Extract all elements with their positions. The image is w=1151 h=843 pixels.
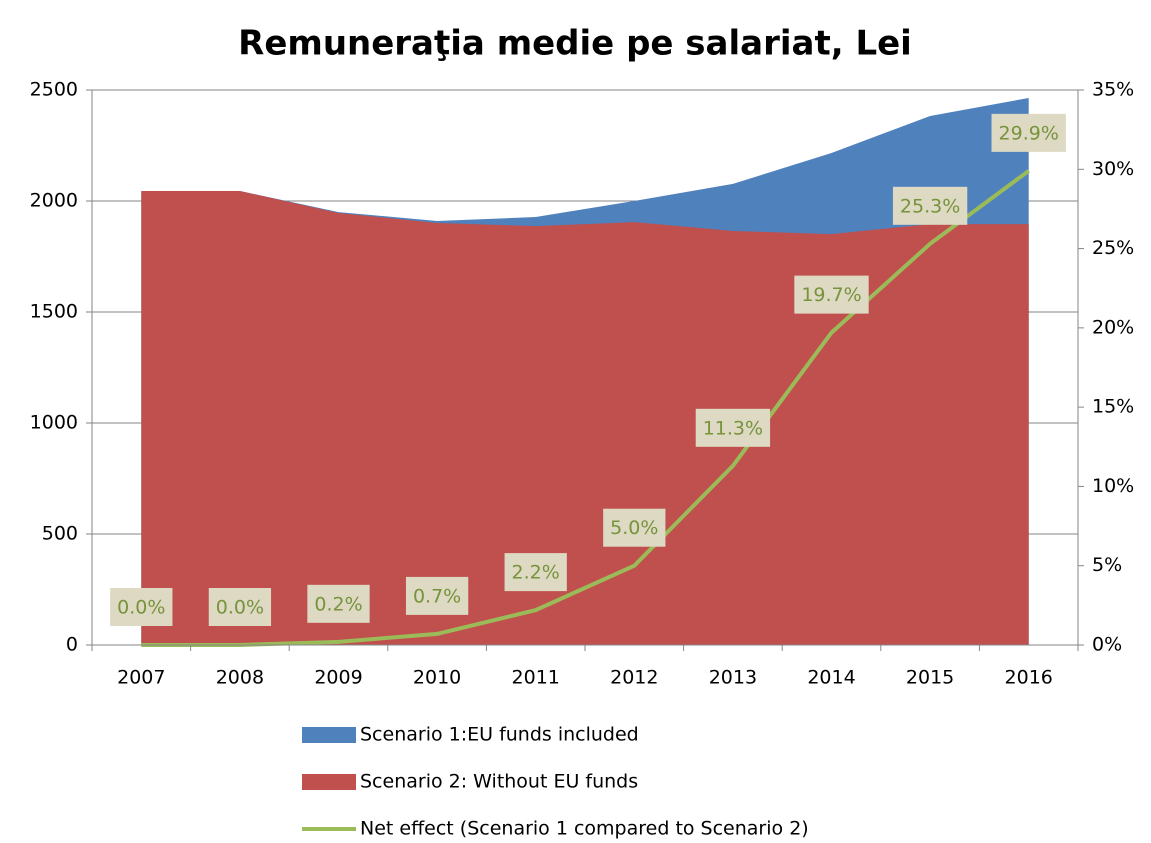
data-label: 5.0% xyxy=(610,517,658,539)
legend-label: Net effect (Scenario 1 compared to Scena… xyxy=(360,818,809,840)
data-label-box xyxy=(307,584,370,623)
y-tick-label: 2000 xyxy=(30,190,78,212)
y-tick-label: 1000 xyxy=(30,412,78,434)
data-label: 19.7% xyxy=(801,284,861,306)
y-tick-label: 2500 xyxy=(30,79,78,101)
line xyxy=(141,169,1030,647)
data-label: 2.2% xyxy=(512,562,560,584)
chart-title: Remuneraţia medie pe salariat, Lei xyxy=(238,24,912,64)
y2-tick-label: 5% xyxy=(1092,554,1122,576)
y2-tick-label: 35% xyxy=(1092,79,1134,101)
legend-label: Scenario 1:EU funds included xyxy=(360,724,639,746)
y2-tick-label: 10% xyxy=(1092,475,1134,497)
y2-tick-label: 30% xyxy=(1092,158,1134,180)
legend-swatch xyxy=(302,774,356,790)
data-label-box xyxy=(504,553,567,592)
x-tick-label: 2009 xyxy=(314,667,362,689)
data-label-box xyxy=(110,588,173,626)
data-label-box xyxy=(794,275,869,314)
y2-tick-label: 20% xyxy=(1092,316,1134,338)
x-tick-label: 2008 xyxy=(216,667,264,689)
x-tick-label: 2010 xyxy=(413,667,461,689)
x-tick-label: 2011 xyxy=(512,667,560,689)
y2-tick-label: 0% xyxy=(1092,634,1122,656)
axes xyxy=(86,89,1084,651)
data-label: 0.2% xyxy=(314,593,362,615)
marks: 0.0% 0.0% 0.2% 0.7% 2.2% 5.0% 11.3% 19.7% 25.3% 2… xyxy=(110,97,1066,647)
x-tick-label: 2014 xyxy=(807,667,855,689)
data-label-box xyxy=(603,508,666,547)
y2-tick-label: 15% xyxy=(1092,396,1134,418)
data-label-box xyxy=(991,113,1066,152)
x-tick-label: 2012 xyxy=(610,667,658,689)
x-tick-label: 2016 xyxy=(1005,667,1053,689)
data-label: 0.0% xyxy=(117,597,165,619)
area xyxy=(141,191,1029,645)
y-tick-label: 500 xyxy=(42,523,78,545)
y-tick-label: 1500 xyxy=(30,301,78,323)
data-label: 0.7% xyxy=(413,585,461,607)
y2-tick-label: 25% xyxy=(1092,237,1134,259)
data-label-box xyxy=(695,408,771,447)
data-label-box xyxy=(892,186,968,225)
x-tick-label: 2007 xyxy=(117,667,165,689)
data-label: 29.9% xyxy=(999,122,1059,144)
legend-label: Scenario 2: Without EU funds xyxy=(360,771,638,793)
legend-swatch xyxy=(302,727,356,743)
data-label: 0.0% xyxy=(216,597,264,619)
data-label-box xyxy=(405,576,469,615)
y-tick-label: 0 xyxy=(66,634,78,656)
data-label: 25.3% xyxy=(900,195,960,217)
x-tick-label: 2013 xyxy=(709,667,757,689)
data-label-box xyxy=(208,588,272,626)
x-tick-label: 2015 xyxy=(906,667,954,689)
data-label: 11.3% xyxy=(703,417,763,439)
